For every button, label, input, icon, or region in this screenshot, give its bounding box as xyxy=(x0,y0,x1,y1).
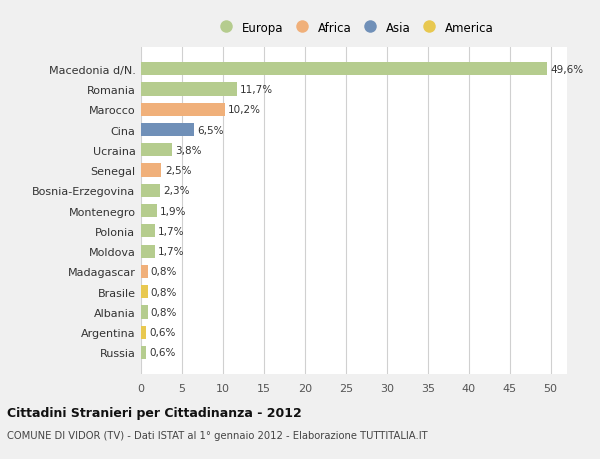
Text: 0,8%: 0,8% xyxy=(151,307,177,317)
Text: 0,8%: 0,8% xyxy=(151,287,177,297)
Bar xyxy=(141,285,148,299)
Bar xyxy=(141,306,148,319)
Text: Cittadini Stranieri per Cittadinanza - 2012: Cittadini Stranieri per Cittadinanza - 2… xyxy=(7,406,302,419)
Text: 3,8%: 3,8% xyxy=(175,146,202,156)
Text: 0,6%: 0,6% xyxy=(149,348,176,358)
Text: 0,8%: 0,8% xyxy=(151,267,177,277)
Bar xyxy=(141,205,157,218)
Bar xyxy=(141,123,194,137)
Bar xyxy=(141,103,224,117)
Bar xyxy=(141,265,148,278)
Text: 1,7%: 1,7% xyxy=(158,226,185,236)
Text: 49,6%: 49,6% xyxy=(551,65,584,74)
Bar xyxy=(141,346,146,359)
Bar xyxy=(141,63,547,76)
Text: 2,3%: 2,3% xyxy=(163,186,190,196)
Text: COMUNE DI VIDOR (TV) - Dati ISTAT al 1° gennaio 2012 - Elaborazione TUTTITALIA.I: COMUNE DI VIDOR (TV) - Dati ISTAT al 1° … xyxy=(7,431,428,441)
Text: 10,2%: 10,2% xyxy=(228,105,261,115)
Legend: Europa, Africa, Asia, America: Europa, Africa, Asia, America xyxy=(215,22,493,34)
Text: 1,7%: 1,7% xyxy=(158,246,185,257)
Bar xyxy=(141,326,146,339)
Bar xyxy=(141,185,160,197)
Bar xyxy=(141,225,155,238)
Text: 2,5%: 2,5% xyxy=(165,166,191,176)
Bar xyxy=(141,83,237,96)
Text: 6,5%: 6,5% xyxy=(197,125,224,135)
Text: 11,7%: 11,7% xyxy=(240,85,273,95)
Bar xyxy=(141,245,155,258)
Bar xyxy=(141,144,172,157)
Text: 0,6%: 0,6% xyxy=(149,327,176,337)
Bar xyxy=(141,164,161,177)
Text: 1,9%: 1,9% xyxy=(160,206,187,216)
